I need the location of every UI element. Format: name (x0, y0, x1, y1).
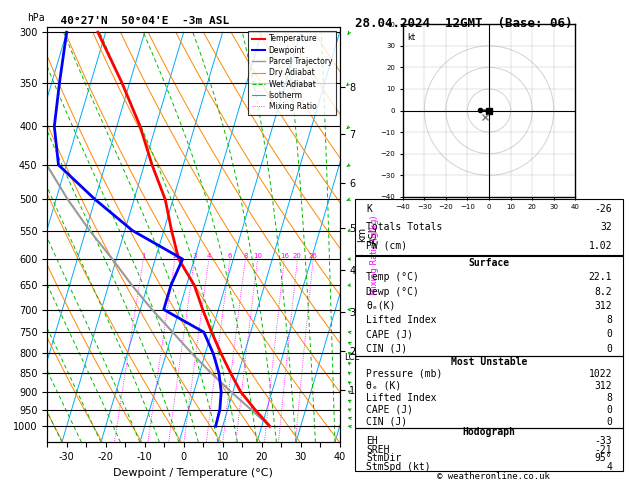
Text: CIN (J): CIN (J) (366, 417, 407, 427)
Text: 312: 312 (594, 381, 612, 391)
Text: StmSpd (kt): StmSpd (kt) (366, 462, 431, 472)
Text: StmDir: StmDir (366, 453, 401, 463)
Text: 0: 0 (606, 417, 612, 427)
Text: 40°27'N  50°04'E  -3m ASL: 40°27'N 50°04'E -3m ASL (47, 16, 230, 26)
Text: Temp (°C): Temp (°C) (366, 273, 419, 282)
Text: Pressure (mb): Pressure (mb) (366, 369, 442, 379)
Text: 312: 312 (594, 301, 612, 311)
Legend: Temperature, Dewpoint, Parcel Trajectory, Dry Adiabat, Wet Adiabat, Isotherm, Mi: Temperature, Dewpoint, Parcel Trajectory… (248, 31, 336, 115)
Text: © weatheronline.co.uk: © weatheronline.co.uk (437, 472, 550, 481)
Text: PW (cm): PW (cm) (366, 241, 407, 251)
Text: EH: EH (366, 436, 378, 446)
Text: 20: 20 (293, 253, 302, 259)
Text: K: K (366, 204, 372, 213)
Text: -33: -33 (594, 436, 612, 446)
Text: 22.1: 22.1 (589, 273, 612, 282)
Text: 1022: 1022 (589, 369, 612, 379)
Text: Surface: Surface (469, 258, 509, 268)
Text: 4: 4 (606, 462, 612, 472)
Text: Most Unstable: Most Unstable (451, 357, 527, 367)
Text: 8: 8 (606, 315, 612, 325)
Text: 0: 0 (606, 330, 612, 339)
Text: 1: 1 (141, 253, 146, 259)
Text: 0: 0 (606, 405, 612, 415)
Text: Dewp (°C): Dewp (°C) (366, 287, 419, 297)
Text: CAPE (J): CAPE (J) (366, 330, 413, 339)
Text: hPa: hPa (26, 13, 44, 22)
Text: -26: -26 (594, 204, 612, 213)
Text: -21: -21 (594, 445, 612, 454)
Text: CAPE (J): CAPE (J) (366, 405, 413, 415)
Text: 8: 8 (606, 393, 612, 403)
Text: θₑ (K): θₑ (K) (366, 381, 401, 391)
Text: 32: 32 (600, 222, 612, 232)
Text: 0: 0 (606, 344, 612, 354)
Text: CIN (J): CIN (J) (366, 344, 407, 354)
Text: Lifted Index: Lifted Index (366, 393, 437, 403)
Text: LCL: LCL (344, 353, 359, 362)
Y-axis label: km
ASL: km ASL (357, 226, 379, 243)
Text: 1.02: 1.02 (589, 241, 612, 251)
Text: 8.2: 8.2 (594, 287, 612, 297)
Text: 3: 3 (192, 253, 197, 259)
Text: Hodograph: Hodograph (462, 427, 516, 437)
Text: 6: 6 (228, 253, 232, 259)
Text: θₑ(K): θₑ(K) (366, 301, 396, 311)
Text: 26: 26 (309, 253, 318, 259)
Text: 16: 16 (280, 253, 289, 259)
Text: 4: 4 (207, 253, 211, 259)
Text: 10: 10 (253, 253, 262, 259)
Text: Lifted Index: Lifted Index (366, 315, 437, 325)
Text: 2: 2 (173, 253, 177, 259)
X-axis label: Dewpoint / Temperature (°C): Dewpoint / Temperature (°C) (113, 468, 274, 478)
Text: SREH: SREH (366, 445, 389, 454)
Text: 95°: 95° (594, 453, 612, 463)
Text: 8: 8 (243, 253, 248, 259)
Text: 28.04.2024  12GMT  (Base: 06): 28.04.2024 12GMT (Base: 06) (355, 17, 573, 30)
Text: Totals Totals: Totals Totals (366, 222, 442, 232)
Text: Mixing Ratio (g/kg): Mixing Ratio (g/kg) (370, 215, 379, 295)
Text: kt: kt (407, 33, 415, 42)
